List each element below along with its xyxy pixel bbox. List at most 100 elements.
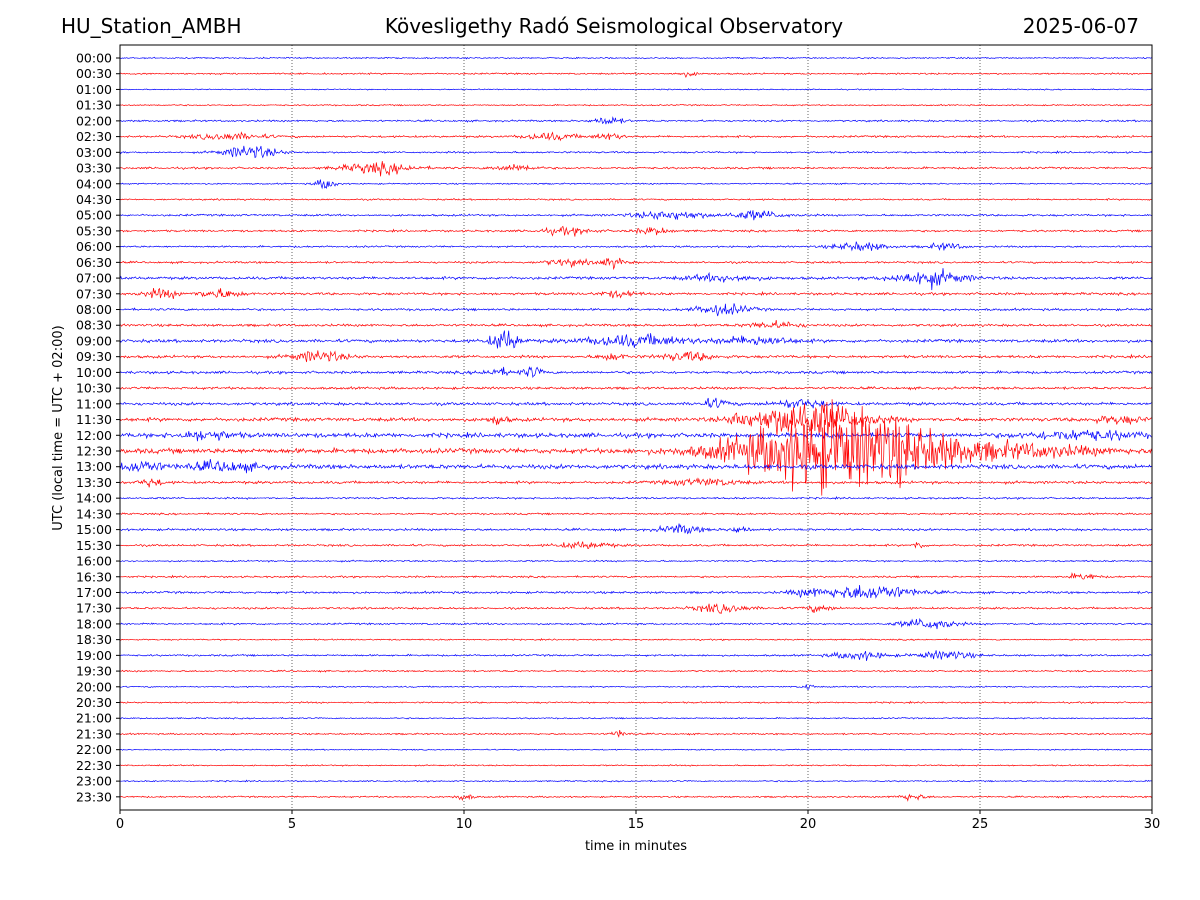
row-time-label: 10:30 — [76, 381, 112, 396]
row-time-label: 06:00 — [76, 239, 112, 254]
row-time-label: 07:30 — [76, 286, 112, 301]
trace-row-1000 — [120, 365, 1152, 378]
trace-row-2100 — [120, 716, 1152, 720]
trace-layer — [120, 56, 1152, 802]
row-time-label: 01:30 — [76, 98, 112, 113]
trace-row-0930 — [120, 350, 1152, 363]
row-time-label: 18:00 — [76, 616, 112, 631]
row-time-label: 10:00 — [76, 365, 112, 380]
trace-row-0400 — [120, 179, 1152, 190]
row-time-label: 14:30 — [76, 506, 112, 521]
row-time-label: 04:00 — [76, 176, 112, 191]
row-time-label: 09:00 — [76, 333, 112, 348]
row-time-label: 16:00 — [76, 554, 112, 569]
trace-row-0500 — [120, 209, 1152, 221]
trace-row-1500 — [120, 523, 1152, 535]
row-time-label: 09:30 — [76, 349, 112, 364]
row-time-label: 13:00 — [76, 459, 112, 474]
trace-row-1900 — [120, 650, 1152, 661]
row-time-label: 01:00 — [76, 82, 112, 97]
x-axis-label: time in minutes — [585, 839, 687, 854]
axes-frame — [119, 44, 1153, 811]
x-tick-label: 10 — [456, 817, 473, 832]
row-time-label: 19:30 — [76, 664, 112, 679]
trace-row-1230 — [120, 399, 1152, 496]
trace-row-2000 — [120, 684, 1152, 691]
trace-row-0100 — [120, 88, 1152, 91]
trace-row-1630 — [120, 572, 1152, 580]
row-time-label: 21:00 — [76, 711, 112, 726]
row-time-label: 13:30 — [76, 475, 112, 490]
trace-row-0830 — [120, 319, 1152, 329]
trace-row-2230 — [120, 764, 1152, 767]
row-time-label: 03:30 — [76, 161, 112, 176]
trace-row-1530 — [120, 541, 1152, 550]
trace-row-0000 — [120, 56, 1152, 60]
trace-row-0700 — [120, 268, 1152, 291]
trace-row-0130 — [120, 103, 1152, 107]
trace-row-1300 — [120, 458, 1152, 474]
row-time-label: 17:00 — [76, 585, 112, 600]
row-time-label: 22:30 — [76, 758, 112, 773]
x-tick-label: 25 — [972, 817, 989, 832]
trace-row-1600 — [120, 559, 1152, 563]
trace-row-0630 — [120, 257, 1152, 271]
row-time-label: 19:00 — [76, 648, 112, 663]
row-time-label: 08:00 — [76, 302, 112, 317]
trace-row-0730 — [120, 287, 1152, 299]
trace-row-1430 — [120, 512, 1152, 516]
row-time-label: 20:00 — [76, 679, 112, 694]
trace-row-1200 — [120, 429, 1152, 442]
row-time-label: 12:00 — [76, 428, 112, 443]
row-time-label: 02:30 — [76, 129, 112, 144]
row-time-label: 06:30 — [76, 255, 112, 270]
trace-row-1100 — [120, 397, 1152, 409]
x-ticks: 0 5 10 15 20 25 30 — [116, 810, 1160, 832]
trace-row-1930 — [120, 669, 1152, 673]
row-time-label: 11:30 — [76, 412, 112, 427]
trace-row-2030 — [120, 700, 1152, 705]
row-time-label: 15:00 — [76, 522, 112, 537]
row-time-label: 08:30 — [76, 318, 112, 333]
row-time-label: 05:30 — [76, 223, 112, 238]
trace-row-0030 — [120, 71, 1152, 79]
x-tick-label: 20 — [800, 817, 817, 832]
row-time-label: 07:00 — [76, 271, 112, 286]
trace-row-0200 — [120, 116, 1152, 125]
row-time-label: 17:30 — [76, 601, 112, 616]
trace-row-1800 — [120, 617, 1152, 630]
trace-row-0300 — [120, 145, 1152, 159]
row-time-label: 04:30 — [76, 192, 112, 207]
trace-row-1400 — [120, 495, 1152, 500]
trace-row-1030 — [120, 385, 1152, 391]
row-time-label: 03:00 — [76, 145, 112, 160]
trace-row-0600 — [120, 241, 1152, 252]
row-time-label: 12:30 — [76, 444, 112, 459]
row-time-label: 14:00 — [76, 491, 112, 506]
x-tick-label: 0 — [116, 817, 124, 832]
record-date: 2025-06-07 — [1022, 14, 1139, 38]
trace-row-0530 — [120, 225, 1152, 237]
row-time-label: 16:30 — [76, 569, 112, 584]
row-time-label: 18:30 — [76, 632, 112, 647]
station-name: HU_Station_AMBH — [61, 14, 242, 38]
x-tick-label: 15 — [628, 817, 645, 832]
row-time-label: 15:30 — [76, 538, 112, 553]
row-time-label: 23:30 — [76, 789, 112, 804]
row-time-label: 20:30 — [76, 695, 112, 710]
y-axis-label: UTC (local time = UTC + 02:00) — [51, 325, 66, 530]
trace-row-0900 — [120, 330, 1152, 349]
grid-lines — [291, 45, 981, 810]
trace-row-2300 — [120, 779, 1152, 783]
row-time-label: 02:00 — [76, 113, 112, 128]
x-tick-label: 5 — [288, 817, 296, 832]
row-time-label: 21:30 — [76, 726, 112, 741]
trace-row-1700 — [120, 584, 1152, 599]
x-tick-label: 30 — [1144, 817, 1161, 832]
row-time-label: 23:00 — [76, 774, 112, 789]
trace-row-1730 — [120, 603, 1152, 615]
row-time-label: 00:00 — [76, 51, 112, 66]
row-time-label: 22:00 — [76, 742, 112, 757]
